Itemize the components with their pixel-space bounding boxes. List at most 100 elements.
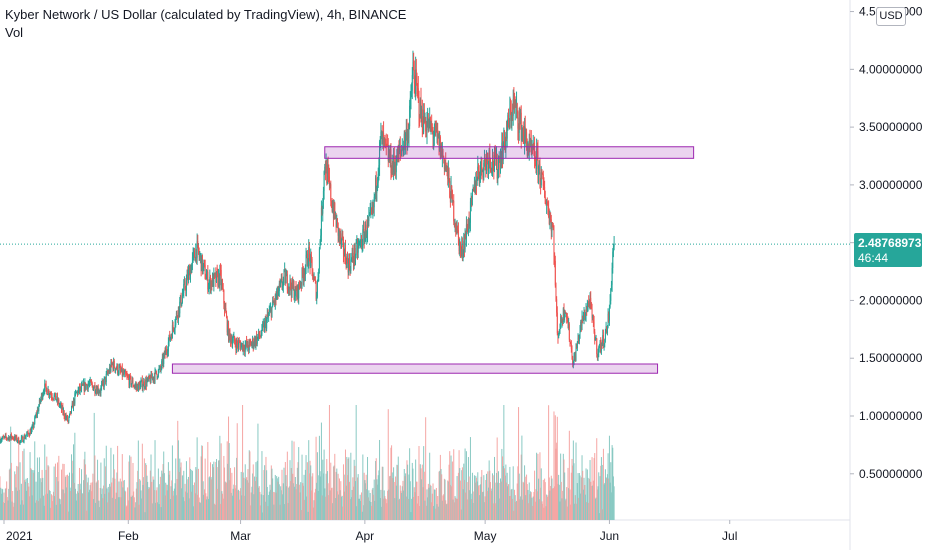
currency-button[interactable]: USD bbox=[876, 7, 906, 26]
volume-bar bbox=[477, 472, 479, 520]
candle-body bbox=[363, 229, 365, 243]
candle-body bbox=[585, 308, 587, 317]
candle-body bbox=[256, 336, 258, 344]
candle-body bbox=[306, 253, 308, 267]
candle-body bbox=[9, 437, 11, 441]
candle-body bbox=[6, 437, 8, 439]
candle-body bbox=[274, 294, 276, 304]
candle-body bbox=[20, 440, 22, 442]
candle-body bbox=[569, 339, 571, 343]
candle-body bbox=[301, 268, 303, 285]
candle-body bbox=[409, 97, 411, 106]
candle-body bbox=[410, 96, 412, 98]
volume-bar bbox=[571, 458, 573, 520]
candle-body bbox=[78, 386, 80, 391]
candle-body bbox=[234, 341, 236, 345]
candle-body bbox=[320, 235, 322, 241]
candle-body bbox=[518, 128, 520, 133]
volume-bar bbox=[181, 488, 183, 520]
candle-body bbox=[552, 226, 554, 231]
volume-bar bbox=[346, 475, 348, 520]
volume-bar bbox=[93, 499, 95, 520]
candle-body bbox=[146, 380, 148, 386]
candle-body bbox=[206, 272, 208, 277]
volume-bar bbox=[184, 483, 186, 520]
candle-body bbox=[97, 387, 99, 394]
support-box[interactable] bbox=[171, 363, 659, 374]
candle-body bbox=[235, 344, 237, 350]
volume-bar bbox=[357, 477, 359, 520]
volume-bar bbox=[389, 475, 391, 520]
candle-body bbox=[44, 383, 46, 392]
candle-body bbox=[79, 386, 81, 392]
volume-bar bbox=[355, 405, 357, 520]
volume-bar bbox=[26, 490, 28, 520]
candle-body bbox=[594, 331, 596, 341]
candle-body bbox=[508, 115, 510, 121]
volume-bar bbox=[36, 457, 38, 520]
volume-bar bbox=[462, 489, 464, 520]
candle-body bbox=[40, 398, 42, 402]
candle-body bbox=[139, 384, 141, 390]
volume-bar bbox=[447, 481, 449, 520]
volume-bar bbox=[186, 492, 188, 520]
volume-bar bbox=[322, 459, 324, 520]
candle-body bbox=[536, 148, 538, 169]
volume-bar bbox=[287, 502, 289, 520]
candle-body bbox=[239, 342, 241, 345]
volume-bar bbox=[104, 493, 106, 520]
candle-body bbox=[177, 316, 179, 319]
candle-body bbox=[62, 406, 64, 413]
candle-body bbox=[556, 299, 558, 313]
candle-body bbox=[174, 324, 176, 330]
volume-bar bbox=[448, 464, 450, 520]
candle-body bbox=[359, 242, 361, 244]
candle-body bbox=[467, 229, 469, 233]
volume-bar bbox=[177, 420, 179, 520]
volume-bar bbox=[552, 488, 554, 520]
volume-bar bbox=[237, 490, 239, 520]
candle-body bbox=[253, 344, 255, 348]
volume-bar bbox=[7, 500, 9, 520]
volume-bar bbox=[511, 488, 513, 520]
volume-bar bbox=[363, 472, 365, 520]
candle-body bbox=[400, 149, 402, 151]
volume-bar bbox=[600, 465, 602, 520]
candle-body bbox=[111, 361, 113, 365]
volume-bar bbox=[266, 486, 268, 520]
y-tick-label: 4.00000000 bbox=[859, 62, 923, 76]
candle-body bbox=[251, 343, 253, 347]
volume-bar bbox=[419, 505, 421, 520]
volume-bar bbox=[248, 482, 250, 520]
candle-body bbox=[67, 421, 69, 423]
volume-bar bbox=[442, 495, 444, 520]
volume-bar bbox=[597, 486, 599, 520]
volume-bar bbox=[302, 485, 304, 520]
candle-body bbox=[126, 375, 128, 377]
candle-body bbox=[124, 371, 126, 373]
volume-bar bbox=[352, 477, 354, 520]
volume-bar bbox=[62, 489, 64, 520]
candle-body bbox=[171, 325, 173, 339]
candle-body bbox=[369, 209, 371, 214]
annotation-boxes[interactable] bbox=[171, 146, 695, 374]
candle-body bbox=[563, 308, 565, 318]
candle-body bbox=[73, 399, 75, 409]
volume-bar bbox=[180, 462, 182, 520]
candle-body bbox=[501, 142, 503, 166]
volume-bar bbox=[146, 475, 148, 520]
candle-body bbox=[38, 399, 40, 407]
candle-body bbox=[187, 271, 189, 281]
volume-bar bbox=[543, 507, 545, 520]
resistance-box[interactable] bbox=[324, 146, 695, 159]
volume-bar bbox=[610, 462, 612, 520]
volume-bar bbox=[289, 460, 291, 520]
candle-body bbox=[175, 312, 177, 318]
candle-body bbox=[574, 355, 576, 358]
volume-bar bbox=[54, 496, 56, 520]
candle-body bbox=[468, 218, 470, 226]
volume-bar bbox=[174, 483, 176, 520]
candle-body bbox=[453, 221, 455, 225]
candle-body bbox=[399, 146, 401, 150]
